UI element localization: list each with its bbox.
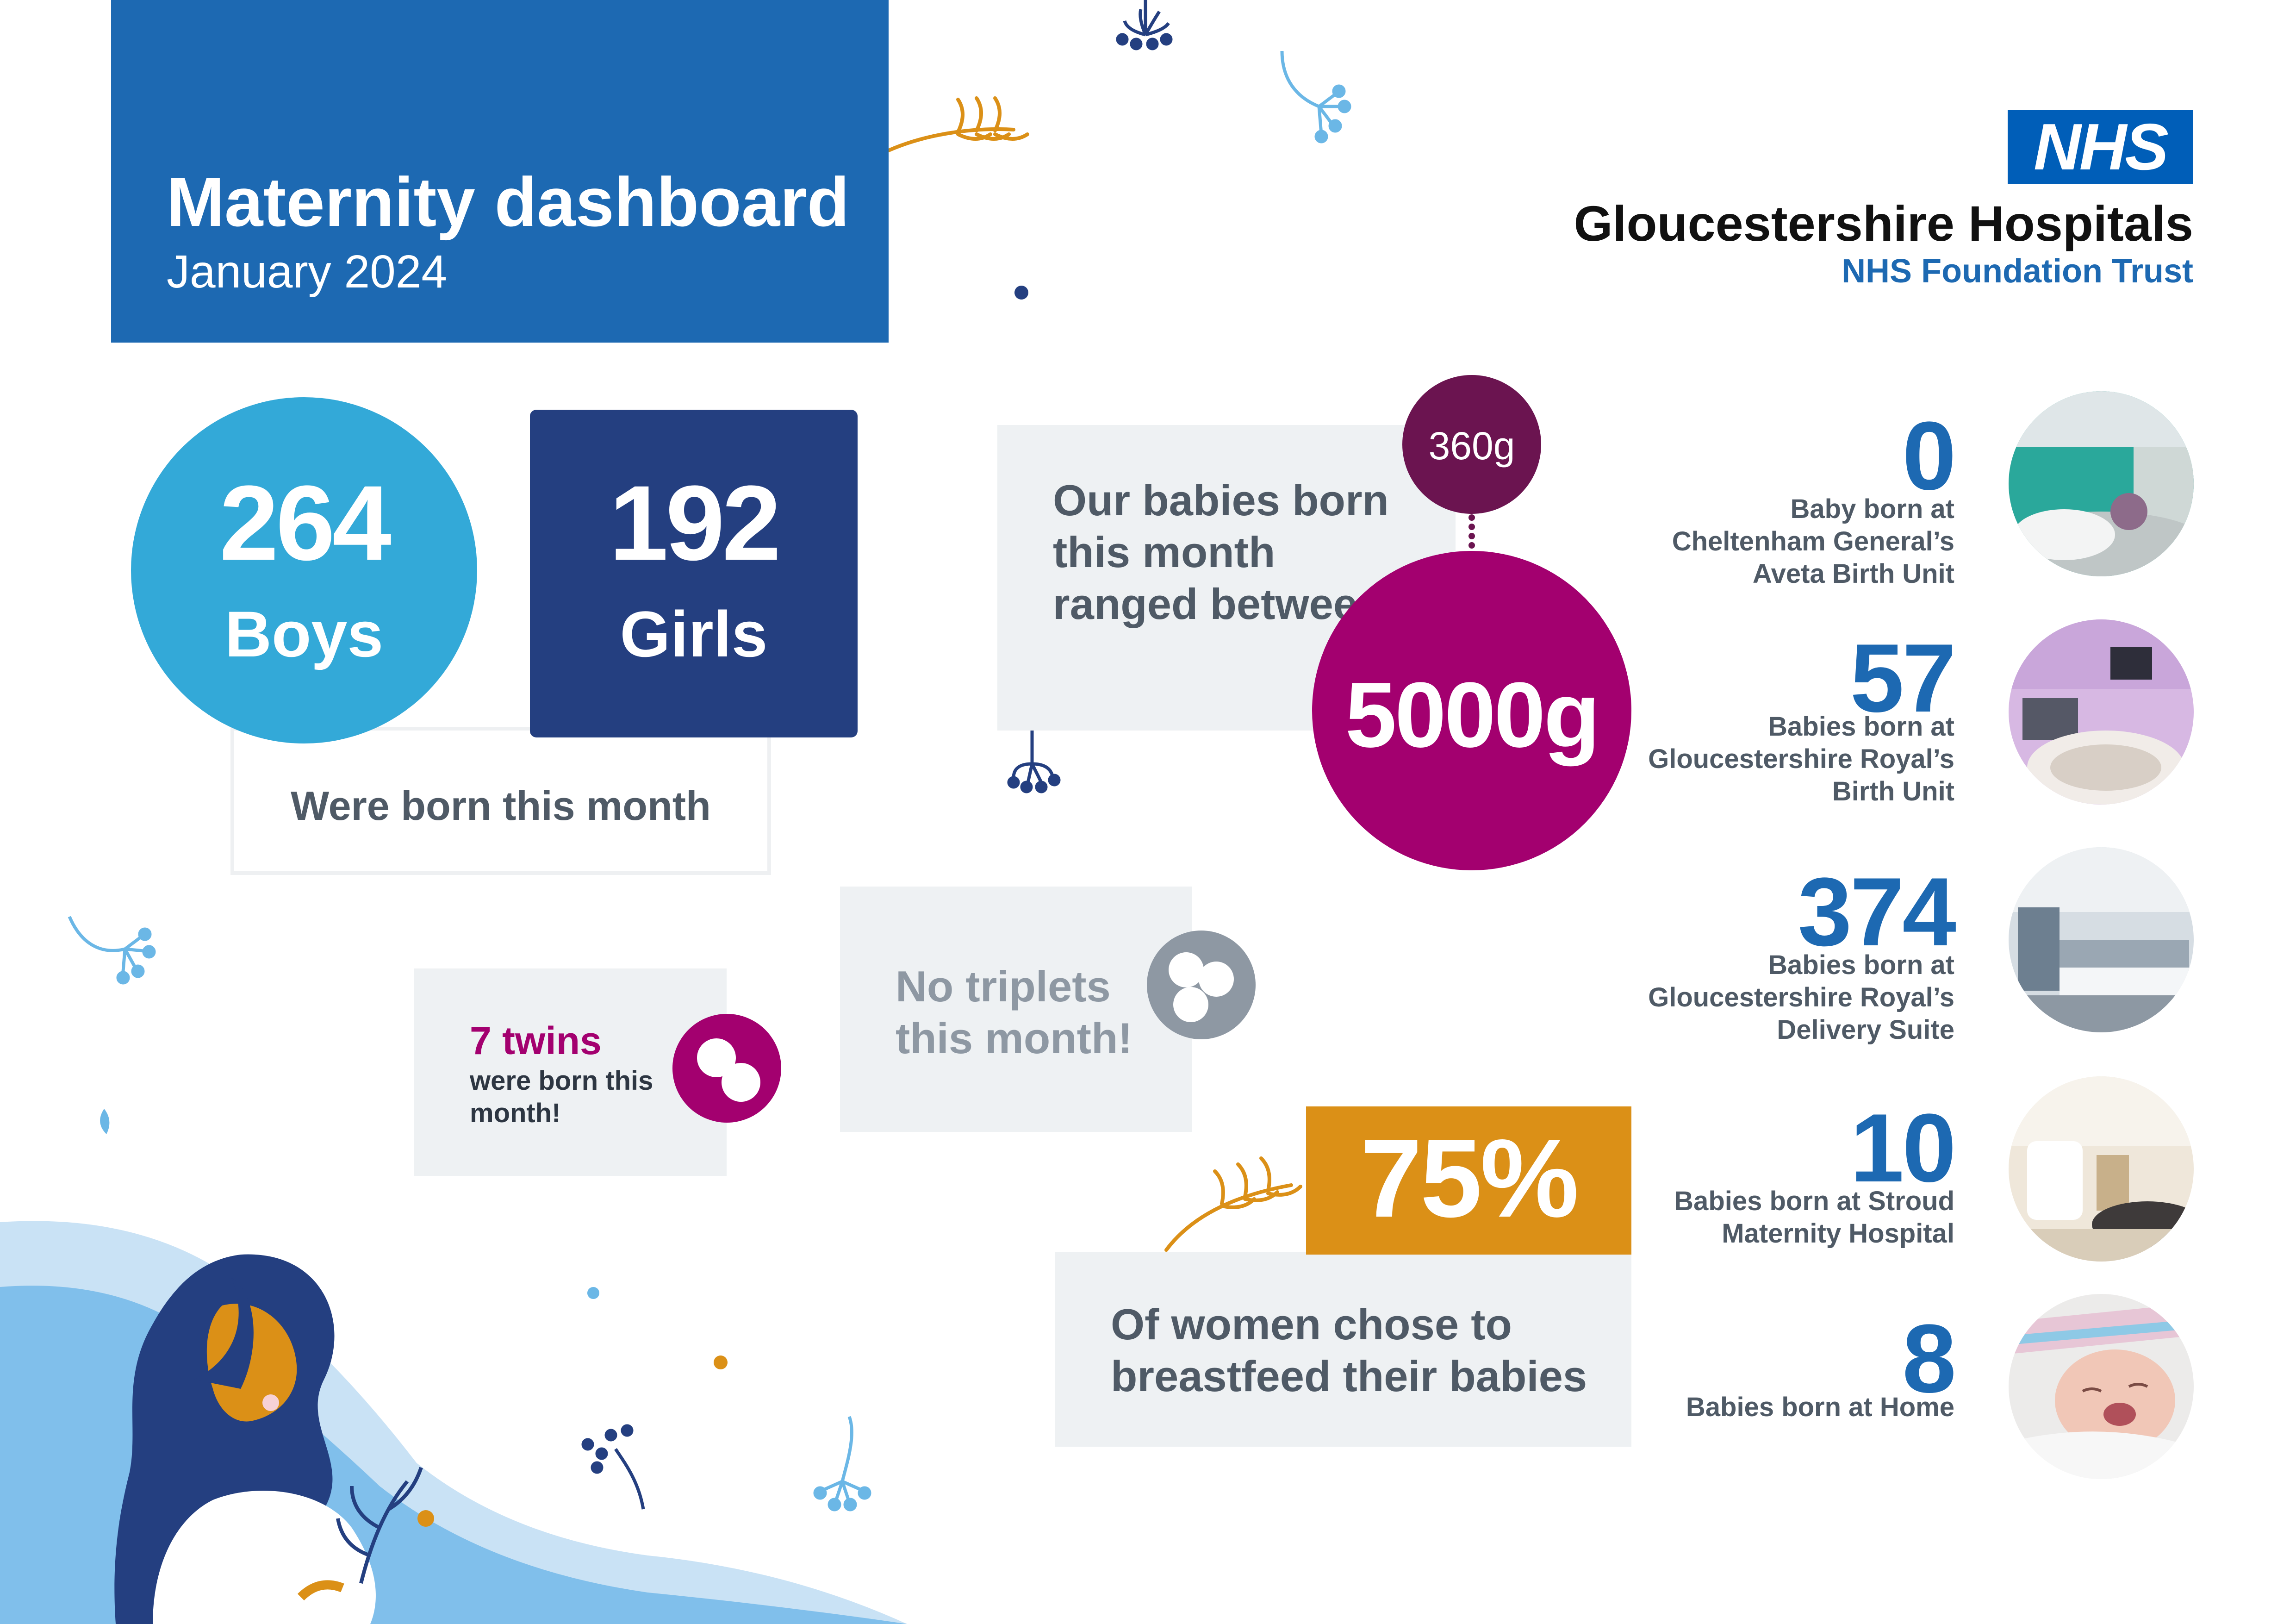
breastfeed-panel xyxy=(1055,1252,1631,1447)
breastfeed-text: Of women chose to breastfeed their babie… xyxy=(1111,1300,1587,1400)
org-name: Gloucestershire Hospitals xyxy=(1574,195,2193,251)
gr-birth-unit-photo xyxy=(2009,619,2194,805)
min-weight-circle xyxy=(1402,375,1541,514)
gr-delivery-suite-photo xyxy=(2009,847,2194,1032)
location-text-aveta: Baby born at Cheltenham General’s Aveta … xyxy=(1672,494,1954,589)
mother-illustration xyxy=(0,1221,907,1624)
page-title: Maternity dashboard xyxy=(167,163,850,241)
nhs-logo-text: NHS xyxy=(2034,110,2169,184)
location-text-home: Babies born at Home xyxy=(1686,1392,1954,1422)
location-count-stroud: 10 xyxy=(1850,1093,1956,1202)
stroud-maternity-photo xyxy=(2009,1076,2194,1262)
born-caption: Were born this month xyxy=(291,783,711,829)
triplets-icon xyxy=(1147,931,1256,1039)
org-subtitle: NHS Foundation Trust xyxy=(1842,253,2193,290)
max-weight-circle xyxy=(1312,551,1631,870)
weight-range-text: Our babies born this month ranged betwee… xyxy=(1053,476,1399,628)
girls-box xyxy=(530,410,858,737)
weight-connector-dots xyxy=(1468,514,1475,549)
location-count-gr-delivery-suite: 374 xyxy=(1798,857,1956,966)
min-weight: 360g xyxy=(1428,424,1515,468)
twins-text: were born this month! xyxy=(470,1066,653,1128)
boys-circle xyxy=(131,397,477,743)
boys-count: 264 xyxy=(219,463,392,582)
location-count-home: 8 xyxy=(1902,1304,1956,1413)
location-text-gr-delivery-suite: Babies born at Gloucestershire Royal’s D… xyxy=(1648,950,1954,1045)
location-text-gr-birth-unit: Babies born at Gloucestershire Royal’s B… xyxy=(1648,712,1954,806)
max-weight: 5000g xyxy=(1345,663,1600,767)
location-count-aveta: 0 xyxy=(1902,401,1956,510)
triplets-text: No triplets this month! xyxy=(896,962,1132,1062)
title-banner xyxy=(111,0,889,343)
boys-label: Boys xyxy=(224,598,384,670)
location-count-gr-birth-unit: 57 xyxy=(1850,624,1956,732)
twins-icon xyxy=(672,1014,781,1123)
newborn-baby-photo xyxy=(2009,1294,2194,1479)
nhs-logo xyxy=(2008,110,2193,184)
girls-label: Girls xyxy=(620,598,768,670)
triplets-panel xyxy=(840,887,1192,1132)
location-text-stroud: Babies born at Stroud Maternity Hospital xyxy=(1674,1186,1954,1249)
girls-count: 192 xyxy=(609,463,781,582)
twins-headline: 7 twins xyxy=(470,1019,602,1062)
born-caption-box xyxy=(230,727,771,875)
breastfeed-percent: 75% xyxy=(1360,1116,1579,1240)
page-subtitle: January 2024 xyxy=(167,246,448,298)
aveta-birth-unit-photo xyxy=(2009,391,2194,576)
breastfeed-badge xyxy=(1306,1106,1631,1255)
